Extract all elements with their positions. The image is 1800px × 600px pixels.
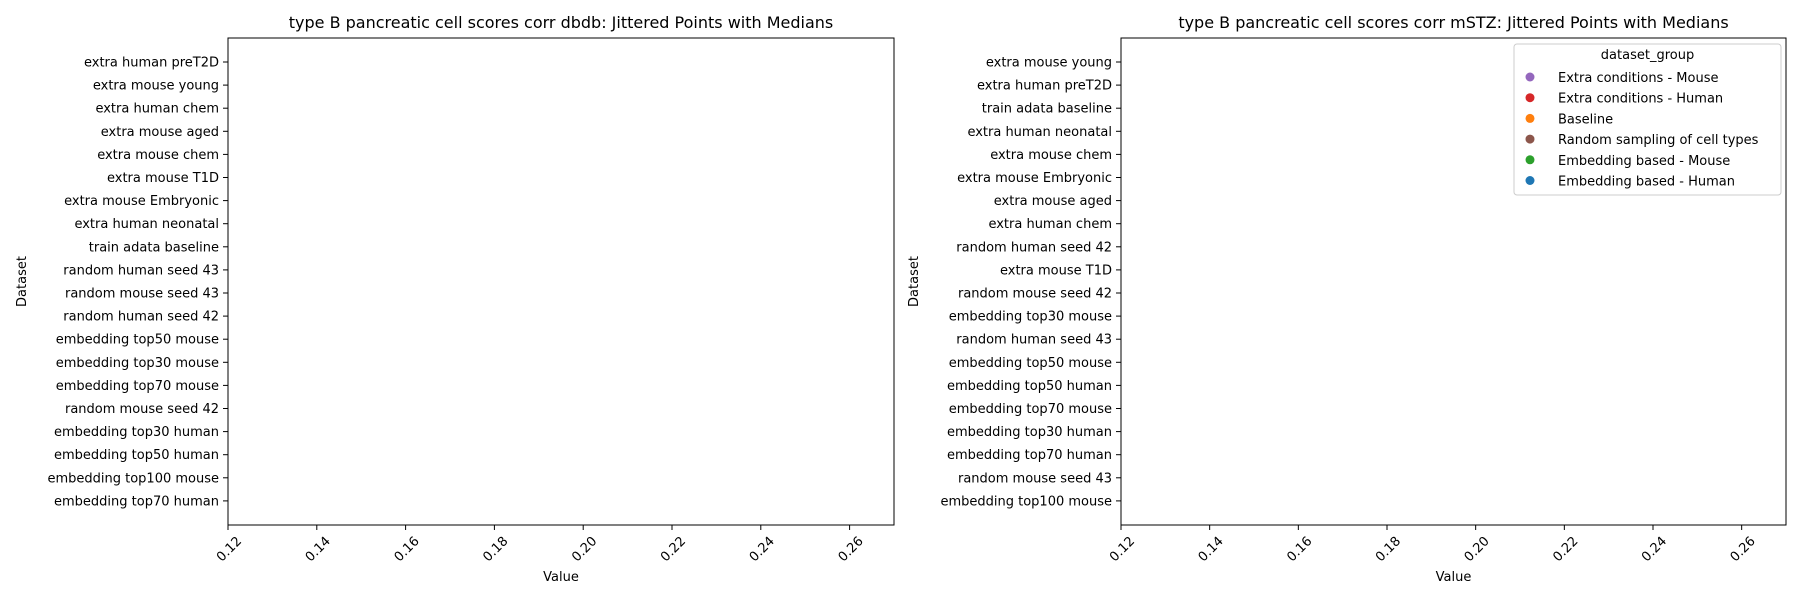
x-tick-label: 0.22: [658, 534, 689, 565]
x-tick-label: 0.12: [214, 534, 245, 565]
legend-marker: [1525, 176, 1535, 185]
x-tick-label: 0.24: [747, 534, 778, 565]
legend-marker: [1525, 134, 1535, 144]
x-tick-label: 0.14: [1196, 534, 1227, 565]
y-tick-label: extra mouse T1D: [1000, 263, 1112, 278]
y-tick-label: extra mouse chem: [990, 148, 1112, 163]
x-tick-label: 0.24: [1639, 534, 1670, 565]
y-tick-label: embedding top30 human: [947, 425, 1112, 440]
legend-box: [1513, 43, 1782, 196]
legend-marker: [1525, 72, 1535, 82]
legend-title: dataset_group: [1601, 48, 1694, 63]
y-tick-label: extra human neonatal: [967, 125, 1112, 140]
y-tick-label: extra human preT2D: [977, 79, 1112, 94]
y-tick-label: extra mouse aged: [101, 125, 219, 140]
y-tick-label: random mouse seed 42: [65, 402, 219, 417]
y-tick-label: extra mouse young: [986, 56, 1112, 71]
x-tick-label: 0.18: [1373, 534, 1404, 565]
y-tick-label: train adata baseline: [982, 102, 1112, 117]
y-axis-label: Dataset: [15, 256, 30, 307]
y-tick-label: embedding top30 mouse: [56, 356, 219, 371]
y-tick-label: embedding top70 mouse: [949, 402, 1112, 417]
y-tick-label: embedding top50 human: [54, 448, 219, 463]
legend-label: Baseline: [1558, 112, 1613, 127]
y-tick-label: embedding top50 mouse: [949, 356, 1112, 371]
y-tick-label: embedding top70 mouse: [56, 379, 219, 394]
y-tick-label: extra mouse T1D: [107, 171, 219, 186]
y-tick-label: extra human chem: [988, 217, 1112, 232]
y-tick-label: embedding top70 human: [54, 494, 219, 509]
legend-label: Extra conditions - Mouse: [1558, 71, 1718, 86]
y-tick-label: train adata baseline: [89, 240, 219, 255]
y-tick-label: embedding top30 human: [54, 425, 219, 440]
legend-label: Embedding based - Human: [1558, 175, 1735, 190]
chart-title: type B pancreatic cell scores corr dbdb:…: [289, 13, 834, 32]
chart-panel-1: type B pancreatic cell scores corr dbdb:…: [15, 13, 895, 585]
x-tick-label: 0.20: [1462, 534, 1493, 565]
x-tick-label: 0.12: [1107, 534, 1138, 565]
y-tick-label: embedding top50 mouse: [56, 333, 219, 348]
y-tick-label: extra mouse Embryonic: [64, 194, 219, 209]
y-tick-label: extra mouse Embryonic: [957, 171, 1112, 186]
chart-panel-2: type B pancreatic cell scores corr mSTZ:…: [907, 13, 1787, 585]
y-tick-label: extra mouse aged: [994, 194, 1112, 209]
y-tick-label: random mouse seed 43: [65, 287, 219, 302]
y-tick-label: embedding top50 human: [947, 379, 1112, 394]
y-tick-label: extra human neonatal: [74, 217, 219, 232]
legend-label: Random sampling of cell types: [1558, 133, 1759, 148]
plot-area-frame: [1120, 37, 1787, 526]
x-tick-label: 0.18: [480, 534, 511, 565]
y-tick-label: random human seed 42: [956, 240, 1112, 255]
x-axis-label: Value: [543, 570, 579, 585]
y-tick-label: random human seed 43: [956, 333, 1112, 348]
y-tick-label: extra human chem: [95, 102, 219, 117]
y-axis-label: Dataset: [907, 256, 922, 307]
y-tick-label: random mouse seed 42: [958, 287, 1112, 302]
plot-area-frame: [227, 37, 895, 526]
x-axis-label: Value: [1436, 570, 1472, 585]
x-tick-label: 0.20: [569, 534, 600, 565]
y-tick-label: extra mouse chem: [97, 148, 219, 163]
x-tick-label: 0.26: [1728, 534, 1759, 565]
chart-title: type B pancreatic cell scores corr mSTZ:…: [1178, 13, 1728, 32]
legend-label: Embedding based - Mouse: [1558, 154, 1730, 169]
y-tick-label: embedding top30 mouse: [949, 310, 1112, 325]
legend-marker: [1525, 155, 1535, 165]
legend: dataset_group Extra conditions - Mouse Ext…: [1513, 43, 1782, 196]
y-tick-label: random mouse seed 43: [958, 471, 1112, 486]
x-tick-label: 0.26: [836, 534, 867, 565]
x-tick-label: 0.16: [1284, 534, 1315, 565]
y-tick-label: extra mouse young: [93, 79, 219, 94]
y-tick-label: embedding top100 mouse: [47, 471, 219, 486]
x-tick-label: 0.16: [392, 534, 423, 565]
y-tick-label: extra human preT2D: [84, 56, 219, 71]
legend-marker: [1525, 113, 1535, 123]
y-tick-label: embedding top100 mouse: [940, 494, 1112, 509]
y-tick-label: embedding top70 human: [947, 448, 1112, 463]
legend-marker: [1525, 93, 1535, 103]
x-tick-label: 0.22: [1550, 534, 1581, 565]
y-tick-label: random human seed 43: [63, 263, 219, 278]
x-tick-label: 0.14: [303, 534, 334, 565]
legend-label: Extra conditions - Human: [1558, 92, 1723, 107]
y-tick-label: random human seed 42: [63, 310, 219, 325]
